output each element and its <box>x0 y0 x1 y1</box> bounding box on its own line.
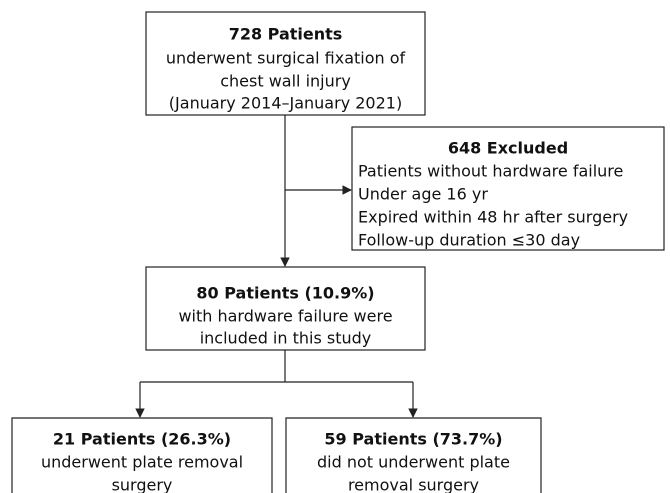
node-box <box>145 11 426 116</box>
node-text: chest wall injury <box>220 72 351 91</box>
node-text: (January 2014–January 2021) <box>169 94 402 113</box>
node-text: underwent plate removal <box>41 453 243 472</box>
node-text: Patients without hardware failure <box>358 162 623 181</box>
node-box <box>285 417 542 493</box>
node-box <box>11 417 273 493</box>
node-text: removal surgery <box>348 476 479 493</box>
node-text: underwent surgical fixation of <box>166 49 406 68</box>
node-text: Follow-up duration ≤30 day <box>358 231 580 250</box>
node-title: 648 Excluded <box>448 139 568 158</box>
node-text: Expired within 48 hr after surgery <box>358 208 628 227</box>
node-text: surgery <box>112 476 173 493</box>
node-box <box>145 266 426 351</box>
node-title: 80 Patients (10.9%) <box>196 284 374 303</box>
node-box <box>351 126 665 251</box>
node-text: Under age 16 yr <box>358 185 488 204</box>
node-title: 21 Patients (26.3%) <box>53 430 231 449</box>
node-text: did not underwent plate <box>317 453 510 472</box>
node-text: included in this study <box>200 329 372 348</box>
node-title: 59 Patients (73.7%) <box>324 430 502 449</box>
node-text: with hardware failure were <box>178 307 392 326</box>
node-title: 728 Patients <box>229 25 343 44</box>
